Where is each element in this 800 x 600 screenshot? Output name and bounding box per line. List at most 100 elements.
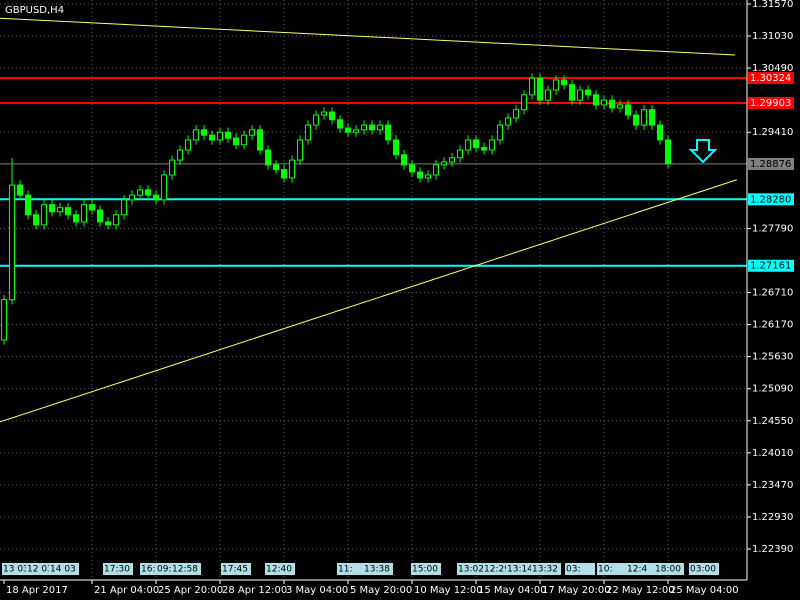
time-label-box xyxy=(565,563,595,575)
candle-body xyxy=(481,147,487,151)
y-tick-label: 1.27790 xyxy=(752,223,793,234)
candle-body xyxy=(177,149,183,161)
candle-body xyxy=(129,194,135,201)
level-label: 1.28280 xyxy=(750,194,791,205)
candle-body xyxy=(425,174,431,179)
candle-body xyxy=(257,129,263,151)
time-label-box xyxy=(337,563,367,575)
level-label-box xyxy=(748,157,794,170)
candle-body xyxy=(665,139,671,165)
candle-body xyxy=(529,77,535,96)
y-tick-label: 1.25090 xyxy=(752,384,793,395)
candle-body xyxy=(241,134,247,146)
candle-body xyxy=(249,129,255,136)
x-tick-label: 22 May 12:00 xyxy=(606,585,675,596)
candle-body xyxy=(161,174,167,201)
candle-body xyxy=(105,221,111,226)
candle-body xyxy=(569,84,575,101)
level-label: 1.30324 xyxy=(750,73,791,84)
y-tick-label: 1.22390 xyxy=(752,544,793,555)
candle-body xyxy=(433,164,439,176)
candle-body xyxy=(57,207,63,213)
level-label-box xyxy=(748,259,794,272)
x-tick-label: 18 Apr 2017 xyxy=(6,585,68,596)
candle-body xyxy=(649,109,655,126)
time-label: 16: xyxy=(141,565,155,575)
candle-body xyxy=(537,77,543,101)
time-label-box xyxy=(363,563,393,575)
candle-body xyxy=(617,104,623,109)
candle-body xyxy=(585,89,591,96)
time-label: 18:00 xyxy=(655,565,681,575)
candle-body xyxy=(193,129,199,141)
time-label-box xyxy=(654,563,684,575)
time-label: 12:4 xyxy=(627,565,647,575)
time-label-box xyxy=(411,563,441,575)
y-tick-label: 1.24010 xyxy=(752,448,793,459)
candle-body xyxy=(337,119,343,129)
candle-body xyxy=(521,94,527,111)
candle-body xyxy=(489,139,495,151)
candle-body xyxy=(329,111,335,121)
x-tick-label: 28 Apr 12:00 xyxy=(222,585,287,596)
candle-body xyxy=(169,159,175,176)
plot xyxy=(0,17,747,423)
x-tick-label: 5 May 20:00 xyxy=(350,585,412,596)
time-label-box xyxy=(221,563,251,575)
candle-body xyxy=(281,169,287,179)
time-label: 15:00 xyxy=(412,565,438,575)
time-label: 13:38 xyxy=(364,565,390,575)
y-tick-label: 1.22930 xyxy=(752,512,793,523)
time-label-box xyxy=(689,563,719,575)
time-label: 12:40 xyxy=(266,565,292,575)
candle-body xyxy=(369,124,375,131)
x-tick-label: 25 Apr 20:00 xyxy=(158,585,223,596)
candle-body xyxy=(97,209,103,223)
candle-body xyxy=(545,89,551,101)
candle-body xyxy=(561,79,567,86)
y-tick-label: 1.29410 xyxy=(752,127,793,138)
time-label-box xyxy=(171,563,201,575)
time-label: 13:02 xyxy=(458,565,484,575)
candle-body xyxy=(113,214,119,226)
candle-body xyxy=(1,299,7,341)
candle-body xyxy=(449,157,455,163)
candle-body xyxy=(417,171,423,179)
candle-body xyxy=(73,214,79,223)
candle-body xyxy=(321,111,327,116)
candle-body xyxy=(25,194,31,216)
candle-body xyxy=(353,129,359,133)
time-label: 11: xyxy=(338,565,352,575)
candle-body xyxy=(553,79,559,91)
candle-body xyxy=(505,117,511,126)
candle-body xyxy=(313,114,319,126)
time-label-box xyxy=(103,563,133,575)
time-label: 17:45 xyxy=(222,565,248,575)
time-label: 12 03 xyxy=(27,565,53,575)
candle-body xyxy=(273,164,279,171)
candle-body xyxy=(473,139,479,149)
level-label: 1.29903 xyxy=(750,98,791,109)
time-label: 03:00 xyxy=(690,565,716,575)
candle-body xyxy=(65,207,71,216)
time-label-box xyxy=(265,563,295,575)
candle-body xyxy=(137,189,143,196)
level-label-box xyxy=(748,71,794,84)
candle-body xyxy=(233,137,239,146)
x-tick-label: 3 May 04:00 xyxy=(286,585,348,596)
time-label-box xyxy=(626,563,656,575)
candle-body xyxy=(601,99,607,106)
time-label-box xyxy=(531,563,561,575)
candle-body xyxy=(17,184,23,196)
candle-body xyxy=(497,124,503,141)
candle-body xyxy=(633,114,639,126)
candle-body xyxy=(297,139,303,161)
candle-body xyxy=(609,99,615,109)
candle-body xyxy=(201,129,207,136)
candle-body xyxy=(89,204,95,211)
candle-body xyxy=(49,204,55,213)
candle-body xyxy=(225,131,231,139)
level-label-box xyxy=(748,193,794,206)
